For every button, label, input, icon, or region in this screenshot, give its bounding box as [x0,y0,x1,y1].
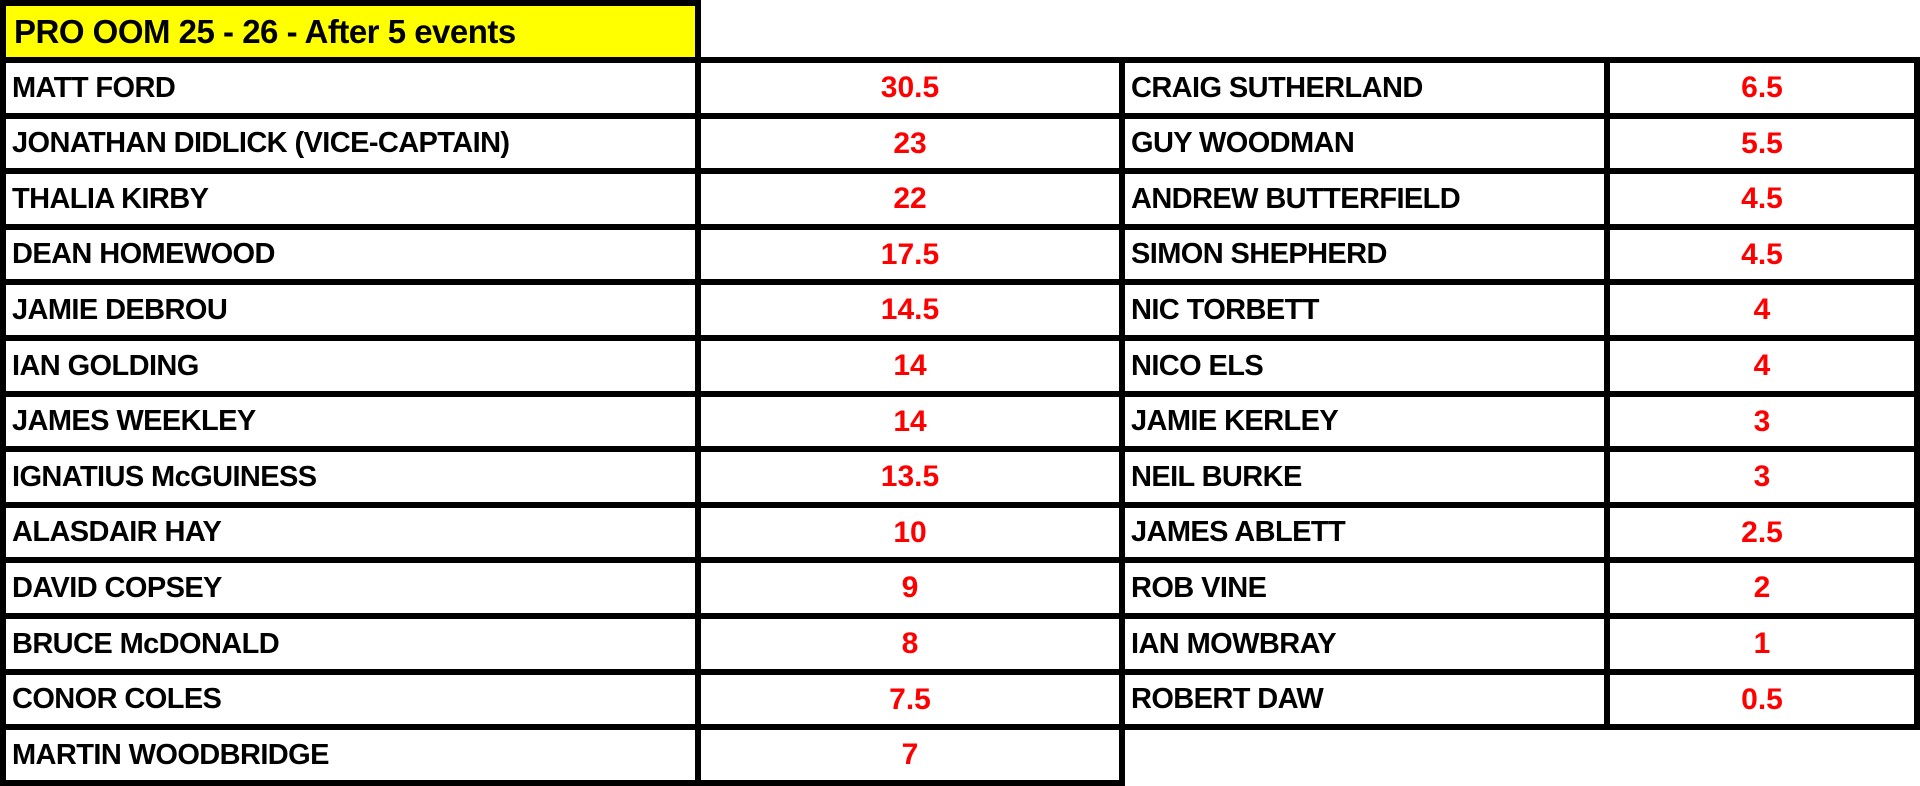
player-name: JAMES WEEKLEY [0,391,701,452]
player-name: ANDREW BUTTERFIELD [1119,168,1610,230]
player-points: 7 [695,724,1125,786]
player-name: JAMES ABLETT [1119,502,1610,563]
player-name: DAVID COPSEY [0,557,701,619]
player-name: BRUCE McDONALD [0,613,701,675]
player-points: 4 [1604,279,1920,341]
player-name: IGNATIUS McGUINESS [0,446,701,508]
player-name: JAMIE KERLEY [1119,391,1610,452]
player-points: 8 [695,613,1125,675]
player-name: CRAIG SUTHERLAND [1119,57,1610,119]
player-points: 14 [695,335,1125,397]
player-points: 6.5 [1604,57,1920,119]
player-name: JONATHAN DIDLICK (VICE-CAPTAIN) [0,113,701,174]
table-title: PRO OOM 25 - 26 - After 5 events [0,0,701,63]
player-name: DEAN HOMEWOOD [0,224,701,285]
player-name: NICO ELS [1119,335,1610,397]
player-points: 3 [1604,391,1920,452]
player-points: 4 [1604,335,1920,397]
player-points: 14 [695,391,1125,452]
player-points: 2.5 [1604,502,1920,563]
player-name: NEIL BURKE [1119,446,1610,508]
player-points: 1 [1604,613,1920,675]
player-points: 0.5 [1604,669,1920,730]
player-name: NIC TORBETT [1119,279,1610,341]
player-name: MARTIN WOODBRIDGE [0,724,701,786]
player-name: ROBERT DAW [1119,669,1610,730]
player-name: MATT FORD [0,57,701,119]
player-points: 5.5 [1604,113,1920,174]
player-points: 22 [695,168,1125,230]
player-points: 30.5 [695,57,1125,119]
player-points: 9 [695,557,1125,619]
player-name: IAN GOLDING [0,335,701,397]
player-name: GUY WOODMAN [1119,113,1610,174]
player-name: ALASDAIR HAY [0,502,701,563]
player-name: JAMIE DEBROU [0,279,701,341]
player-name: THALIA KIRBY [0,168,701,230]
player-points: 13.5 [695,446,1125,508]
player-points: 10 [695,502,1125,563]
player-points: 4.5 [1604,224,1920,285]
player-points: 23 [695,113,1125,174]
player-name: SIMON SHEPHERD [1119,224,1610,285]
player-points: 14.5 [695,279,1125,341]
player-points: 3 [1604,446,1920,508]
player-points: 2 [1604,557,1920,619]
player-name: ROB VINE [1119,557,1610,619]
player-points: 7.5 [695,669,1125,730]
player-points: 17.5 [695,224,1125,285]
player-name: IAN MOWBRAY [1119,613,1610,675]
player-points: 4.5 [1604,168,1920,230]
player-name: CONOR COLES [0,669,701,730]
